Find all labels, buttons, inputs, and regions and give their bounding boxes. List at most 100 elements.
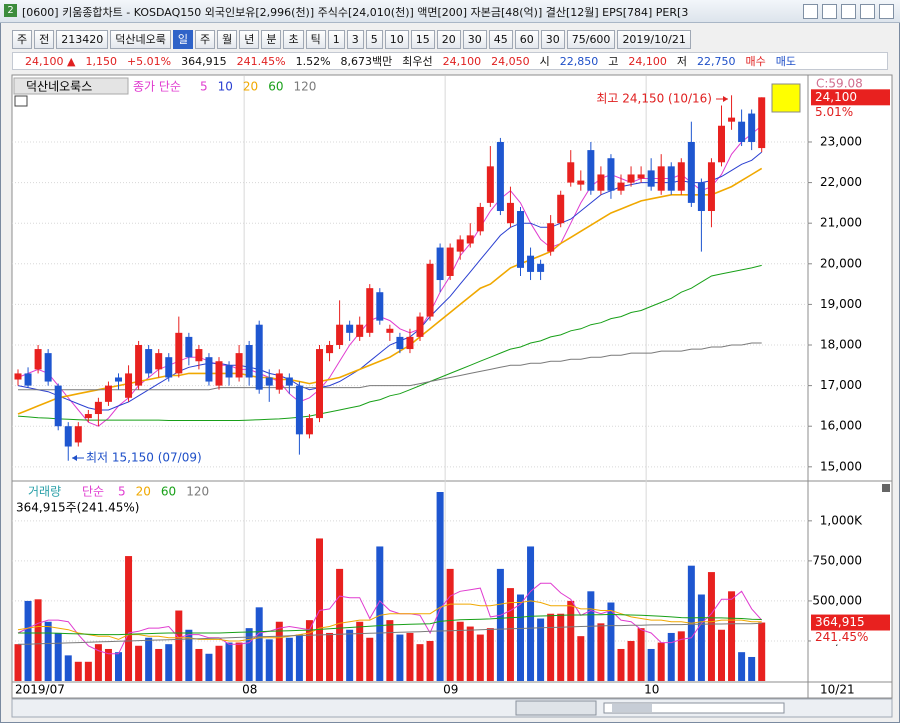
window-title: [0600] 키움종합차트 - KOSDAQ150 외국인보유[2,996(천)… <box>22 6 689 19</box>
quote-field[interactable]: 시 <box>539 55 550 68</box>
grid-icon[interactable] <box>14 95 28 107</box>
volume-bar <box>486 628 494 681</box>
button[interactable] <box>822 4 837 19</box>
toolbar-button[interactable]: 45 <box>488 30 513 49</box>
toolbar-button[interactable]: 덕산네오룩 <box>110 30 171 49</box>
quote-field[interactable]: 24,100 <box>628 54 667 68</box>
candle-body <box>104 385 112 402</box>
quote-field[interactable]: 241.45% <box>236 54 286 68</box>
quote-field[interactable]: 1.52% <box>295 54 331 68</box>
scroll-thumb[interactable] <box>612 704 652 712</box>
quote-field[interactable]: 매수 <box>745 55 766 68</box>
quote-field[interactable]: 24,050 <box>491 54 530 68</box>
scroll-track[interactable] <box>603 702 785 714</box>
candle-body <box>24 373 32 386</box>
pane-button[interactable] <box>882 484 890 492</box>
x-tick-label: 10 <box>644 683 659 697</box>
button[interactable] <box>879 4 894 19</box>
toolbar-button[interactable]: 주 <box>12 30 33 49</box>
last-volume-label: 364,915 <box>815 615 865 629</box>
toolbar-button[interactable]: 30 <box>462 30 487 49</box>
volume-bar <box>376 546 384 681</box>
quote-field[interactable]: 364,915 <box>181 54 227 68</box>
volume-bar <box>647 648 655 681</box>
volume-bar <box>436 492 444 681</box>
toolbar-button[interactable]: 전 <box>34 30 55 49</box>
quote-field[interactable]: 1,150 <box>85 54 117 68</box>
candle-body <box>466 235 474 244</box>
button[interactable] <box>841 4 856 19</box>
last-price-label: 24,100 <box>815 90 857 104</box>
toolbar-button[interactable]: 10 <box>384 30 409 49</box>
candle-body <box>597 174 605 191</box>
quote-field[interactable]: 매도 <box>775 55 797 68</box>
toolbar-button[interactable]: 년 <box>239 30 260 49</box>
toolbar-button[interactable]: 15 <box>410 30 435 49</box>
candle-body <box>115 377 122 382</box>
button[interactable] <box>803 4 818 19</box>
toolbar-button[interactable]: 75/600 <box>566 30 616 49</box>
quote-field[interactable]: 고 <box>608 55 619 68</box>
button[interactable] <box>860 4 875 19</box>
volume-bar <box>175 610 183 681</box>
candle-body <box>426 263 434 317</box>
volume-bar <box>145 637 153 681</box>
candle-body <box>456 239 464 252</box>
y-tick-label: 19,000 <box>820 297 862 311</box>
toolbar-button[interactable]: 30 <box>540 30 565 49</box>
volume-bar <box>225 642 233 681</box>
y-tick-label: 21,000 <box>820 216 862 230</box>
quote-field[interactable]: 24,100 ▲ <box>25 54 76 68</box>
candle-body <box>44 353 52 382</box>
toolbar-button[interactable]: 분 <box>261 30 282 49</box>
stock-name[interactable]: 덕산네오룩스 <box>26 80 92 94</box>
volume-bar <box>697 594 705 681</box>
last-volume-box <box>811 614 890 631</box>
volume-bar <box>527 546 535 681</box>
toolbar-button[interactable]: 2019/10/21 <box>617 30 691 49</box>
marker-box[interactable] <box>771 83 801 113</box>
toolbar-button[interactable]: 일 <box>172 30 193 49</box>
candle-body <box>94 401 102 415</box>
candle-body <box>386 328 394 333</box>
volume-bar <box>677 631 685 681</box>
quote-field[interactable]: 저 <box>676 55 688 68</box>
volume-bar <box>305 620 313 681</box>
volume-summary: 364,915주(241.45%) <box>16 501 139 515</box>
toolbar-button[interactable]: 60 <box>514 30 539 49</box>
legend: 5 10 20 60 120 <box>200 80 316 94</box>
scroll-buttons[interactable] <box>515 700 597 716</box>
quote-field[interactable]: 24,100 <box>442 54 482 68</box>
candle-body <box>496 141 504 212</box>
candle-body <box>728 117 736 122</box>
candle-body <box>617 182 625 191</box>
volume-bar <box>44 621 52 681</box>
toolbar-button[interactable]: 5 <box>365 30 383 49</box>
stock-name-box[interactable] <box>13 77 129 95</box>
ma-line <box>18 613 762 636</box>
toolbar-button[interactable]: 초 <box>283 30 304 49</box>
toolbar-button[interactable]: 20 <box>436 30 461 49</box>
legend-entry: 10 <box>218 80 233 94</box>
candle-body <box>416 316 424 337</box>
y-tick-label: 1,000K <box>820 513 863 527</box>
candle-body <box>195 349 203 362</box>
toolbar-button[interactable]: 월 <box>217 30 238 49</box>
quote-field[interactable]: +5.01% <box>126 54 172 68</box>
y-tick-label: 750,000 <box>812 553 862 567</box>
volume-bar <box>476 634 484 681</box>
app-icon: 2 <box>4 4 17 17</box>
toolbar-button[interactable]: 3 <box>346 30 364 49</box>
toolbar-button[interactable]: 틱 <box>305 30 326 49</box>
quote-field[interactable]: 최우선 <box>402 55 433 68</box>
toolbar-button[interactable]: 주 <box>194 30 216 49</box>
quote-field[interactable]: 22,850 <box>559 54 599 68</box>
toolbar-button[interactable]: 213420 <box>56 30 109 49</box>
quote-field[interactable]: 22,750 <box>697 54 736 68</box>
volume-bar <box>245 628 253 681</box>
volume-bar <box>104 648 112 681</box>
candle-body <box>476 206 484 232</box>
toolbar-button[interactable]: 1 <box>327 30 345 49</box>
quote-field[interactable]: 8,673백만 <box>340 55 393 68</box>
volume-bar <box>125 556 133 681</box>
